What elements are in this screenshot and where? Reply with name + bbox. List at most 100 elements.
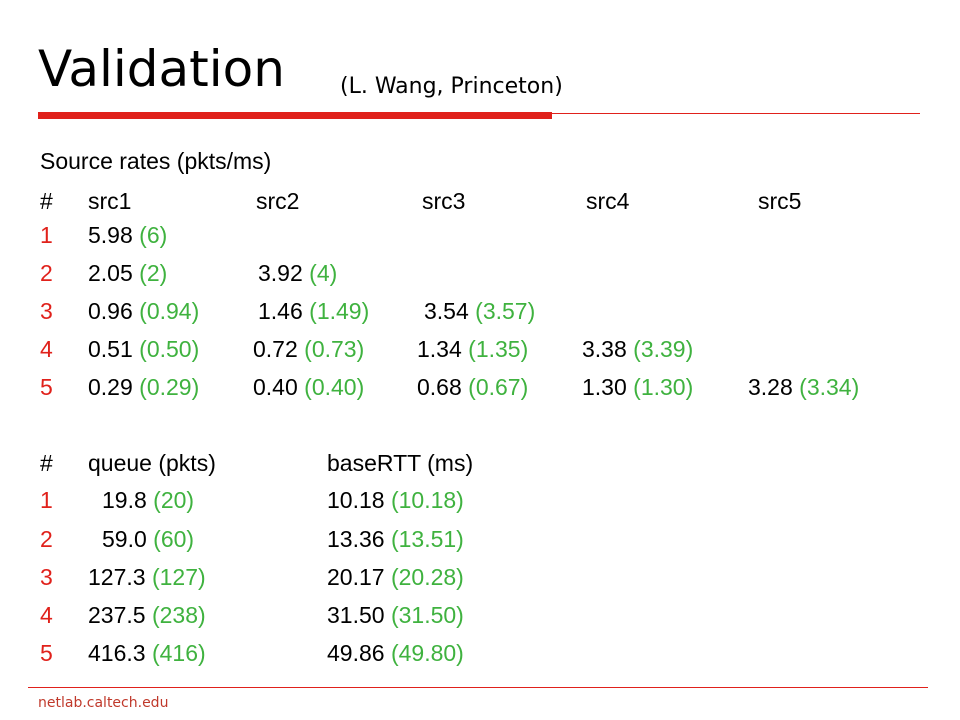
- measured-value: 3.54: [424, 298, 476, 324]
- queue-table-row-index: 5: [40, 640, 53, 666]
- queue-cell: 127.3 (127): [88, 566, 206, 589]
- queue-cell: 237.5 (238): [88, 604, 206, 627]
- measured-value: 49.86: [327, 640, 391, 666]
- reference-value: (2): [139, 260, 168, 286]
- measured-value: 416.3: [88, 640, 152, 666]
- reference-value: (20.28): [390, 564, 464, 590]
- base-rtt-cell: 13.36 (13.51): [327, 528, 464, 551]
- source-rate-cell: 1.30 (1.30): [582, 376, 693, 399]
- measured-value: 1.34: [417, 336, 469, 362]
- reference-value: (6): [139, 222, 168, 248]
- reference-value: (1.35): [468, 336, 529, 362]
- reference-value: (0.94): [139, 298, 200, 324]
- reference-value: (416): [151, 640, 206, 666]
- source-rate-cell: 0.40 (0.40): [253, 376, 364, 399]
- queue-table-header-cell: queue (pkts): [88, 450, 216, 476]
- reference-value: (49.80): [390, 640, 464, 666]
- reference-value: (0.29): [139, 374, 200, 400]
- base-rtt-cell: 10.18 (10.18): [327, 489, 464, 512]
- measured-value: 237.5: [88, 602, 152, 628]
- reference-value: (0.50): [139, 336, 200, 362]
- base-rtt-cell: 49.86 (49.80): [327, 642, 464, 665]
- queue-table-header-cell: baseRTT (ms): [327, 450, 474, 476]
- source-rates-header-cell: src1: [88, 188, 132, 214]
- title-rule-thick: [38, 112, 552, 119]
- source-rate-cell: 3.38 (3.39): [582, 338, 693, 361]
- measured-value: 0.96: [88, 298, 140, 324]
- source-rate-cell: 5.98 (6): [88, 224, 167, 247]
- measured-value: 1.46: [258, 298, 310, 324]
- measured-value: 127.3: [88, 564, 152, 590]
- source-rates-row-index: 5: [40, 374, 53, 400]
- queue-table-row-index: 1: [40, 487, 53, 513]
- source-rate-cell: 0.68 (0.67): [417, 376, 528, 399]
- source-rates-row-index: 2: [40, 260, 53, 286]
- measured-value: 59.0: [102, 526, 154, 552]
- source-rates-heading: Source rates (pkts/ms): [40, 148, 272, 174]
- reference-value: (31.50): [390, 602, 464, 628]
- measured-value: 1.30: [582, 374, 634, 400]
- source-rates-header-cell: src3: [422, 188, 466, 214]
- reference-value: (60): [153, 526, 195, 552]
- reference-value: (3.34): [799, 374, 860, 400]
- source-rate-cell: 1.46 (1.49): [258, 300, 369, 323]
- source-rate-cell: 0.96 (0.94): [88, 300, 199, 323]
- reference-value: (20): [153, 487, 195, 513]
- queue-table-row-index: 4: [40, 602, 53, 628]
- reference-value: (1.49): [309, 298, 370, 324]
- footer-rule: [28, 687, 928, 688]
- queue-table-row-index: 3: [40, 564, 53, 590]
- queue-cell: 416.3 (416): [88, 642, 206, 665]
- queue-table-row-index: 2: [40, 526, 53, 552]
- measured-value: 0.29: [88, 374, 140, 400]
- measured-value: 13.36: [327, 526, 391, 552]
- measured-value: 20.17: [327, 564, 391, 590]
- base-rtt-cell: 31.50 (31.50): [327, 604, 464, 627]
- reference-value: (0.40): [304, 374, 365, 400]
- measured-value: 2.05: [88, 260, 140, 286]
- measured-value: 19.8: [102, 487, 154, 513]
- reference-value: (3.57): [475, 298, 536, 324]
- measured-value: 0.51: [88, 336, 140, 362]
- title-rule-thin: [552, 113, 920, 114]
- queue-table-header-cell: #: [40, 450, 53, 476]
- reference-value: (13.51): [390, 526, 464, 552]
- source-rate-cell: 3.28 (3.34): [748, 376, 859, 399]
- reference-value: (0.73): [304, 336, 365, 362]
- footer-url: netlab.caltech.edu: [38, 695, 169, 711]
- reference-value: (238): [151, 602, 206, 628]
- queue-cell: 59.0 (60): [102, 528, 194, 551]
- measured-value: 10.18: [327, 487, 391, 513]
- source-rate-cell: 2.05 (2): [88, 262, 167, 285]
- slide-title: Validation: [38, 40, 285, 98]
- source-rates-row-index: 4: [40, 336, 53, 362]
- reference-value: (127): [151, 564, 206, 590]
- source-rate-cell: 0.51 (0.50): [88, 338, 199, 361]
- measured-value: 0.40: [253, 374, 305, 400]
- reference-value: (10.18): [390, 487, 464, 513]
- source-rate-cell: 0.29 (0.29): [88, 376, 199, 399]
- source-rate-cell: 3.92 (4): [258, 262, 337, 285]
- source-rate-cell: 1.34 (1.35): [417, 338, 528, 361]
- source-rates-header-cell: #: [40, 188, 53, 214]
- queue-cell: 19.8 (20): [102, 489, 194, 512]
- measured-value: 0.68: [417, 374, 469, 400]
- source-rates-header-cell: src5: [758, 188, 802, 214]
- source-rates-header-cell: src4: [586, 188, 630, 214]
- measured-value: 3.38: [582, 336, 634, 362]
- source-rates-header-cell: src2: [256, 188, 300, 214]
- reference-value: (1.30): [633, 374, 694, 400]
- measured-value: 3.28: [748, 374, 800, 400]
- source-rates-row-index: 3: [40, 298, 53, 324]
- base-rtt-cell: 20.17 (20.28): [327, 566, 464, 589]
- slide-subtitle: (L. Wang, Princeton): [340, 74, 563, 99]
- source-rate-cell: 3.54 (3.57): [424, 300, 535, 323]
- source-rate-cell: 0.72 (0.73): [253, 338, 364, 361]
- measured-value: 31.50: [327, 602, 391, 628]
- measured-value: 3.92: [258, 260, 310, 286]
- reference-value: (4): [309, 260, 338, 286]
- reference-value: (0.67): [468, 374, 529, 400]
- measured-value: 0.72: [253, 336, 305, 362]
- source-rates-row-index: 1: [40, 222, 53, 248]
- reference-value: (3.39): [633, 336, 694, 362]
